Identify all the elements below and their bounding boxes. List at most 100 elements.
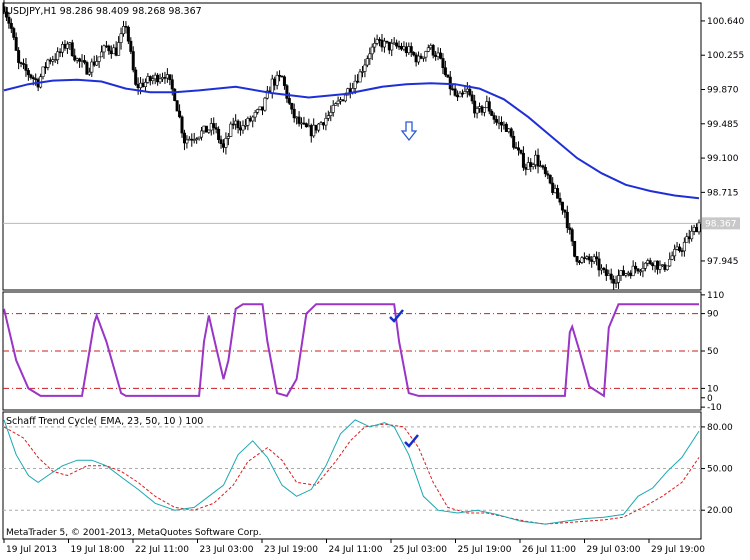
stoch-main-line xyxy=(3,419,700,525)
time-tick-label: 22 Jul 11:00 xyxy=(135,545,189,555)
check-icon xyxy=(404,434,419,448)
candle xyxy=(19,61,23,68)
candle xyxy=(290,102,294,115)
candle xyxy=(241,120,245,134)
candle xyxy=(612,275,616,290)
candle xyxy=(470,90,474,105)
candle xyxy=(56,47,60,65)
candle xyxy=(151,74,155,85)
candle xyxy=(275,71,279,90)
candle xyxy=(70,39,74,57)
candle xyxy=(426,44,430,53)
stoch-tick-label: 80.00 xyxy=(707,423,733,433)
current-price-badge xyxy=(702,217,740,230)
candle xyxy=(521,146,525,171)
candle xyxy=(214,122,218,134)
time-tick-label: 25 Jul 19:00 xyxy=(458,545,512,555)
candle xyxy=(580,255,584,265)
candle xyxy=(324,112,328,131)
candle xyxy=(499,116,503,133)
check-icon xyxy=(389,309,404,323)
time-tick-label: 23 Jul 03:00 xyxy=(200,545,254,555)
candle xyxy=(121,20,125,37)
schaff-axis: 110 90 50 100-10 xyxy=(701,291,724,413)
candle xyxy=(251,115,255,128)
candle xyxy=(243,119,247,130)
candle xyxy=(636,268,640,274)
candle xyxy=(219,135,223,149)
candle xyxy=(24,57,28,77)
price-axis: 100.640 100.255 99.870 99.485 99.100 98.715 97… xyxy=(701,17,744,267)
stoch-signal-line xyxy=(3,423,700,525)
candle xyxy=(195,137,199,144)
candle xyxy=(568,223,572,235)
candle xyxy=(670,251,674,261)
candle xyxy=(463,86,467,94)
candle xyxy=(168,74,172,86)
candle xyxy=(82,55,86,65)
candle xyxy=(602,266,606,274)
candle xyxy=(231,117,235,130)
candle xyxy=(475,106,479,119)
candle xyxy=(246,116,250,131)
price-tick-label: 100.255 xyxy=(707,51,744,61)
candle xyxy=(565,205,569,233)
price-panel-title: USDJPY,H1 98.286 98.409 98.268 98.367 xyxy=(6,6,202,17)
candle xyxy=(517,141,521,156)
candle xyxy=(677,243,681,253)
candle xyxy=(124,21,128,34)
candle xyxy=(492,112,496,124)
time-tick-label: 26 Jul 11:00 xyxy=(522,545,576,555)
candle xyxy=(46,58,50,71)
candle xyxy=(353,74,357,95)
candle xyxy=(453,83,457,97)
candle xyxy=(609,268,613,284)
candle xyxy=(643,262,647,272)
candle xyxy=(624,273,628,278)
stoch-panel-frame xyxy=(2,411,702,540)
candle xyxy=(473,94,477,118)
candle xyxy=(197,136,201,141)
candle xyxy=(312,118,316,138)
candle xyxy=(543,164,547,178)
candle xyxy=(382,37,386,53)
candle xyxy=(673,244,677,262)
time-axis: 19 Jul 2013 19 Jul 18:00 22 Jul 11:00 23 Ju… xyxy=(3,539,705,555)
stoch-panel-title: Schaff Trend Cycle( EMA, 23, 50, 10 ) 10… xyxy=(6,416,203,427)
stoch-panel: Schaff Trend Cycle( EMA, 23, 50, 10 ) 10… xyxy=(2,411,733,540)
candle xyxy=(365,55,369,68)
candle xyxy=(573,240,577,258)
candle xyxy=(412,51,416,57)
candle xyxy=(685,232,689,243)
candle xyxy=(158,73,162,84)
candle xyxy=(614,275,618,289)
schaff-tick-label: 90 xyxy=(707,310,719,320)
candle xyxy=(682,237,686,257)
candle xyxy=(595,251,599,266)
candle xyxy=(282,75,286,90)
candle xyxy=(460,89,464,98)
schaff-tick-label: -10 xyxy=(707,403,722,413)
candle xyxy=(424,50,428,62)
candle xyxy=(331,100,335,117)
candle xyxy=(204,125,208,133)
candle xyxy=(490,109,494,117)
candle xyxy=(236,119,240,134)
schaff-tick-label: 50 xyxy=(707,347,719,357)
candle xyxy=(358,68,362,83)
candle xyxy=(373,37,377,53)
candle xyxy=(256,108,260,115)
schaff-levels xyxy=(3,313,701,389)
schaff-panel: 110 90 50 100-10 xyxy=(2,291,724,413)
candle xyxy=(546,170,550,180)
candle xyxy=(280,75,284,78)
candles xyxy=(2,0,701,290)
candle xyxy=(22,58,26,70)
candle xyxy=(597,251,601,277)
candle xyxy=(17,47,21,70)
candle xyxy=(370,43,374,61)
candle xyxy=(690,225,694,242)
candle xyxy=(4,6,8,21)
candle xyxy=(621,265,625,276)
candle xyxy=(317,123,321,133)
